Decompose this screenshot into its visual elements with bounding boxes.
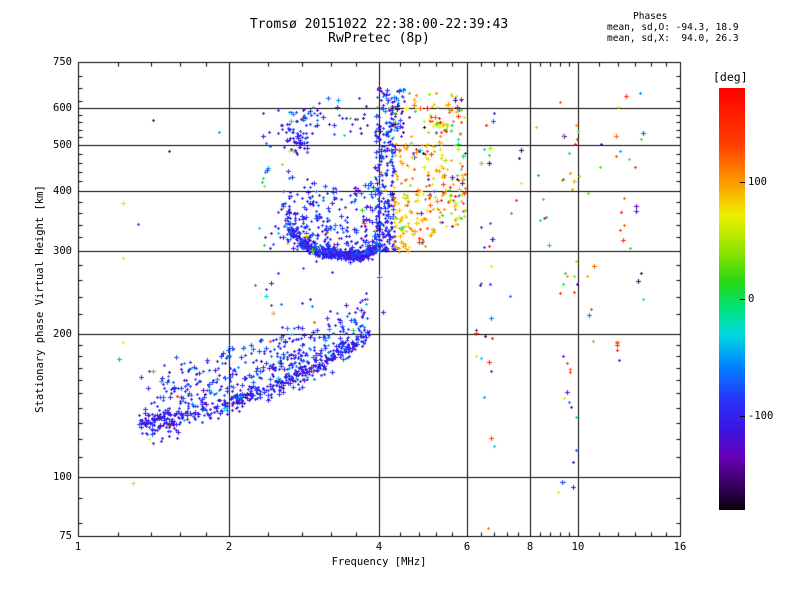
- colorbar-tick-label--100: -100: [748, 410, 774, 422]
- phases-mean-sd-o: mean, sd,O: -94.3, 18.9: [607, 22, 739, 33]
- x-tick-label-4: 4: [375, 541, 383, 553]
- y-tick-label-600: 600: [53, 102, 72, 114]
- colorbar-tick-0: [740, 299, 745, 300]
- colorbar-units-label: [deg]: [713, 70, 748, 84]
- phases-mean-sd-x: mean, sd,X: 94.0, 26.3: [607, 33, 739, 44]
- x-tick-label-2: 2: [225, 541, 233, 553]
- y-axis-label: Stationary phase Virtual Height [km]: [34, 185, 46, 413]
- colorbar-tick--100: [740, 416, 745, 417]
- x-tick-label-8: 8: [526, 541, 534, 553]
- x-tick-label-16: 16: [673, 541, 687, 553]
- y-tick-label-100: 100: [53, 471, 72, 483]
- y-tick-label-75: 75: [59, 530, 72, 542]
- page-subtitle: RwPretec (8p): [328, 31, 430, 46]
- x-tick-label-1: 1: [74, 541, 82, 553]
- x-tick-label-6: 6: [463, 541, 471, 553]
- colorbar-tick-label-100: 100: [748, 176, 767, 188]
- y-tick-label-300: 300: [53, 245, 72, 257]
- phases-heading: Phases: [633, 11, 668, 22]
- y-tick-label-400: 400: [53, 185, 72, 197]
- colorbar-tick-100: [740, 182, 745, 183]
- x-axis-label: Frequency [MHz]: [331, 556, 427, 568]
- colorbar-tick-label-0: 0: [748, 293, 755, 305]
- y-tick-label-500: 500: [53, 139, 72, 151]
- x-tick-label-10: 10: [571, 541, 585, 553]
- page-title: Tromsø 20151022 22:38:00-22:39:43: [249, 17, 509, 32]
- y-tick-label-750: 750: [53, 56, 72, 68]
- y-tick-label-200: 200: [53, 328, 72, 340]
